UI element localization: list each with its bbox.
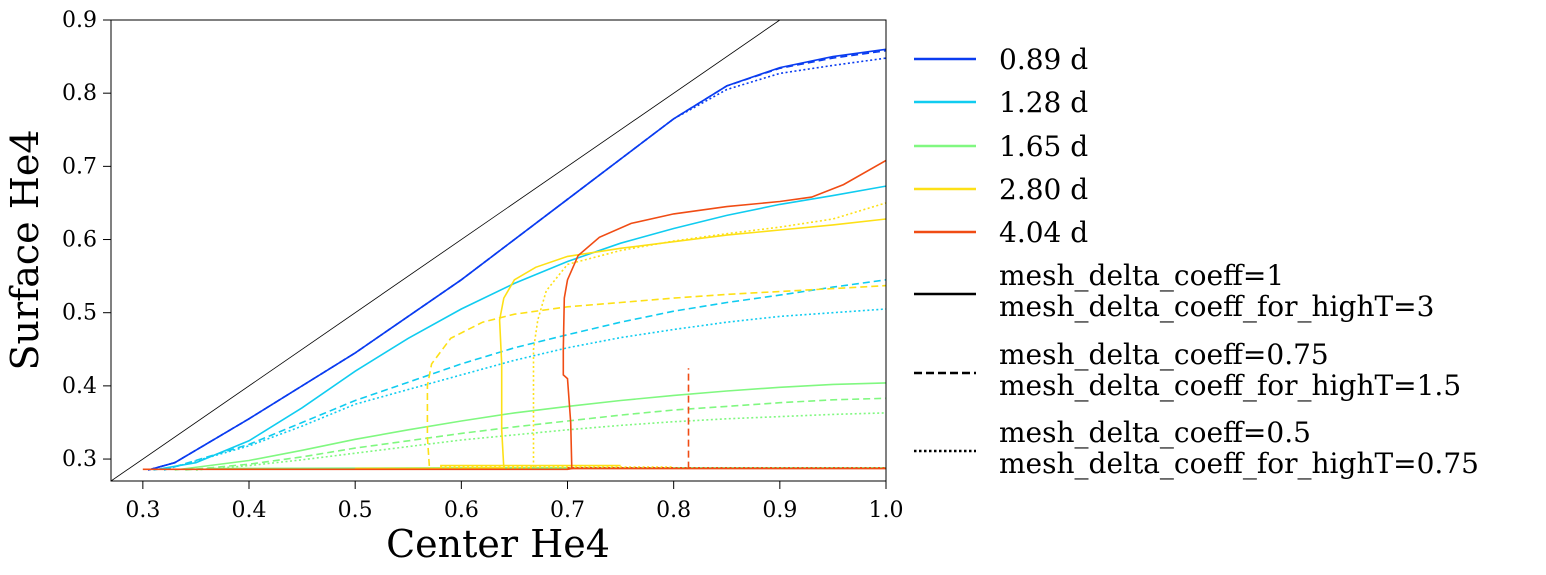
- x-tick-label: 0.8: [656, 498, 691, 523]
- legend-label-period: 1.65 d: [999, 130, 1088, 163]
- legend-label-style: mesh_delta_coeff=0.75: [999, 338, 1329, 371]
- series-line-7: [174, 382, 886, 471]
- x-tick-label: 0.5: [338, 498, 373, 523]
- y-axis-title: Surface He4: [3, 129, 47, 370]
- series-line-6: [163, 308, 886, 471]
- y-tick-label: 0.8: [62, 81, 97, 106]
- legend-label-period: 4.04 d: [999, 216, 1088, 249]
- y-tick-label: 0.5: [62, 301, 97, 326]
- legend-label-style: mesh_delta_coeff_for_highT=0.75: [999, 447, 1479, 480]
- series-line-4: [153, 185, 886, 471]
- x-axis: 0.3 0.4 0.5 0.6 0.7 0.8 0.9 1.0: [125, 481, 904, 523]
- series-line-3: [147, 57, 886, 471]
- y-tick-label: 0.7: [62, 154, 97, 179]
- series-line-2: [147, 49, 886, 471]
- x-axis-title: Center He4: [386, 522, 610, 566]
- plot-frame: [110, 19, 887, 482]
- reference-line: [111, 20, 781, 481]
- legend: 0.89 d 1.28 d 1.65 d 2.80 d 4.04 d mesh_delta…: [914, 43, 1479, 480]
- legend-label-period: 1.28 d: [999, 86, 1088, 119]
- series-line-1: [147, 48, 886, 471]
- x-tick-label: 0.6: [444, 498, 479, 523]
- y-tick-label: 0.6: [62, 228, 97, 253]
- legend-label-style: mesh_delta_coeff=1: [999, 259, 1284, 292]
- plot-area: [111, 20, 886, 481]
- series-line-5: [163, 279, 886, 471]
- y-tick-label: 0.9: [62, 8, 97, 33]
- legend-label-style: mesh_delta_coeff_for_highT=1.5: [999, 369, 1461, 402]
- x-tick-label: 0.4: [232, 498, 267, 523]
- legend-label-style: mesh_delta_coeff_for_highT=3: [999, 290, 1434, 323]
- y-tick-label: 0.4: [62, 374, 97, 399]
- legend-label-period: 2.80 d: [999, 173, 1088, 206]
- series-line-13: [408, 202, 886, 470]
- x-tick-label: 0.7: [550, 498, 585, 523]
- legend-label-period: 0.89 d: [999, 43, 1088, 76]
- series-line-8: [185, 397, 886, 471]
- y-tick-label: 0.3: [62, 447, 97, 472]
- x-tick-label: 0.9: [762, 498, 797, 523]
- series-line-11: [355, 218, 886, 470]
- legend-label-style: mesh_delta_coeff=0.5: [999, 416, 1311, 449]
- y-axis: 0.3 0.4 0.5 0.6 0.7 0.8 0.9: [62, 8, 111, 472]
- x-tick-label: 0.3: [125, 498, 160, 523]
- x-tick-label: 1.0: [869, 498, 904, 523]
- series-line-12: [355, 284, 886, 470]
- series-line-9: [195, 412, 886, 471]
